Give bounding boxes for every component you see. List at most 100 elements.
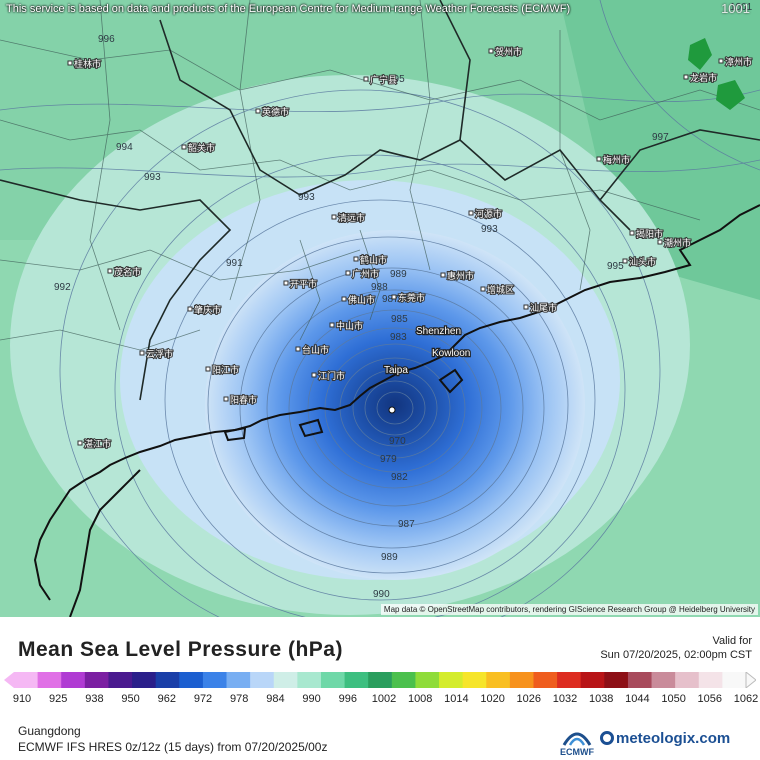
scale-max-arrow (745, 672, 756, 688)
isobar-label: 989 (390, 269, 407, 280)
city-label[interactable]: 惠州市 (446, 269, 475, 282)
city-label[interactable]: 韶关市 (187, 141, 216, 154)
city-label[interactable]: 增城区 (486, 283, 515, 296)
city-label[interactable]: 中山市 (335, 319, 364, 332)
scale-color-swatch (84, 672, 109, 688)
scale-tick-label: 1020 (480, 693, 505, 705)
color-scale-ticks: 910 925 938 950 962 972 978 984 990 996 1002 1008 10… (0, 693, 760, 707)
city-label[interactable]: 广州市 (351, 267, 380, 280)
city-label[interactable]: 桂林市 (73, 57, 102, 70)
city-label[interactable]: 贺州市 (494, 45, 523, 58)
city-label[interactable]: 鹤山市 (359, 253, 388, 266)
scale-color-swatch (604, 672, 629, 688)
scale-color-swatch (344, 672, 369, 688)
isobar-label: 993 (298, 192, 315, 203)
city-marker (345, 270, 351, 276)
city-label[interactable]: 河源市 (474, 207, 503, 220)
city-marker (629, 230, 635, 236)
city-marker (139, 350, 145, 356)
scale-color-swatch (698, 672, 723, 688)
city-label[interactable]: 英德市 (261, 105, 290, 118)
valid-time: Sun 07/20/2025, 02:00pm CST (600, 649, 752, 661)
scale-tick-label: 962 (157, 693, 176, 705)
city-marker (107, 268, 113, 274)
major-city-label[interactable]: Kowloon (431, 347, 472, 360)
scale-tick-label: 1026 (516, 693, 542, 705)
isobar-label: 988 (371, 282, 388, 293)
isobar-label: 995 (607, 261, 624, 272)
scale-color-swatch (651, 672, 676, 688)
scale-tick-label: 1014 (444, 693, 469, 705)
scale-tick-label: 996 (338, 693, 357, 705)
scale-color-swatch (415, 672, 440, 688)
scale-tick-label: 972 (193, 693, 213, 705)
city-label[interactable]: 梅州市 (602, 153, 631, 166)
scale-color-swatch (250, 672, 275, 688)
coastline (33, 204, 760, 617)
pressure-map[interactable]: 996 995 994 993 993 991 992 997 993 995 989 988 987 9… (0, 0, 760, 617)
scale-color-swatch (320, 672, 346, 688)
isobar-label: 993 (144, 172, 161, 183)
city-marker (657, 239, 663, 245)
high-terrain-patch-2 (716, 80, 745, 110)
scale-color-swatch (155, 672, 180, 688)
city-marker (77, 440, 83, 446)
scale-tick-label: 1050 (661, 693, 686, 705)
ecmwf-logo[interactable]: ECMWF (560, 727, 594, 757)
meteologix-logo[interactable]: meteologix.com (600, 730, 730, 747)
city-label[interactable]: 潮州市 (663, 236, 692, 249)
city-label[interactable]: 台山市 (301, 343, 330, 356)
scale-min-arrow (4, 672, 14, 688)
isobar-label: 991 (226, 258, 243, 269)
scale-color-swatch (297, 672, 322, 688)
city-label[interactable]: 开平市 (289, 277, 318, 290)
isobar-label: 970 (389, 436, 406, 447)
city-label[interactable]: 广宁县 (369, 73, 398, 86)
scale-color-swatch (509, 672, 534, 688)
city-label[interactable]: 阳春市 (229, 393, 258, 406)
major-city-label[interactable]: Taipa (383, 364, 410, 377)
isobar-label: 993 (481, 224, 498, 235)
city-label[interactable]: 清远市 (337, 211, 366, 224)
city-label[interactable]: 漳州市 (724, 55, 753, 68)
scale-color-swatch (202, 672, 228, 688)
scale-tick-label: 950 (121, 693, 140, 705)
city-label[interactable]: 龙岩市 (689, 71, 718, 84)
city-labels: Shenzhen Kowloon Taipa 桂林市 贺州市广宁县英德市韶关市清远市佛山… (67, 45, 753, 450)
scale-color-swatch (675, 672, 700, 688)
isobar-label: 992 (54, 282, 71, 293)
city-label[interactable]: 阳江市 (211, 363, 240, 376)
isobars (0, 0, 760, 617)
scale-color-swatch (132, 672, 157, 688)
city-label[interactable]: 汕头市 (628, 255, 657, 268)
scale-color-swatch (391, 672, 416, 688)
scale-color-swatch (61, 672, 86, 688)
scale-color-swatch (462, 672, 487, 688)
city-label[interactable]: 汕尾市 (529, 301, 558, 314)
city-label[interactable]: 湛江市 (83, 437, 112, 450)
city-label[interactable]: 佛山市 (347, 293, 376, 306)
scale-color-swatch (627, 672, 653, 688)
city-label[interactable]: 云浮市 (145, 347, 174, 360)
isobar-label: 995 (388, 74, 405, 85)
city-marker (488, 48, 494, 54)
map-attribution[interactable]: Map data © OpenStreetMap contributors, r… (380, 604, 758, 615)
city-label[interactable]: 东莞市 (397, 291, 426, 304)
city-marker (283, 280, 289, 286)
province-borders (0, 0, 760, 401)
high-terrain-patch-1 (688, 38, 712, 70)
major-city-label[interactable]: Shenzhen (415, 325, 462, 338)
city-label[interactable]: 揭阳市 (635, 227, 664, 240)
city-label[interactable]: 肇庆市 (193, 303, 222, 316)
scale-color-swatch (722, 672, 747, 688)
isobar-label: 997 (652, 132, 669, 143)
scale-color-swatch (580, 672, 605, 688)
scale-tick-label: 984 (266, 693, 285, 705)
scale-color-swatch (439, 672, 464, 688)
city-marker (331, 214, 337, 220)
city-label[interactable]: 江门市 (317, 369, 346, 382)
scale-tick-label: 990 (302, 693, 321, 705)
city-label[interactable]: 茂名市 (113, 265, 142, 278)
color-scale-bar (4, 672, 756, 688)
city-marker (363, 76, 369, 82)
